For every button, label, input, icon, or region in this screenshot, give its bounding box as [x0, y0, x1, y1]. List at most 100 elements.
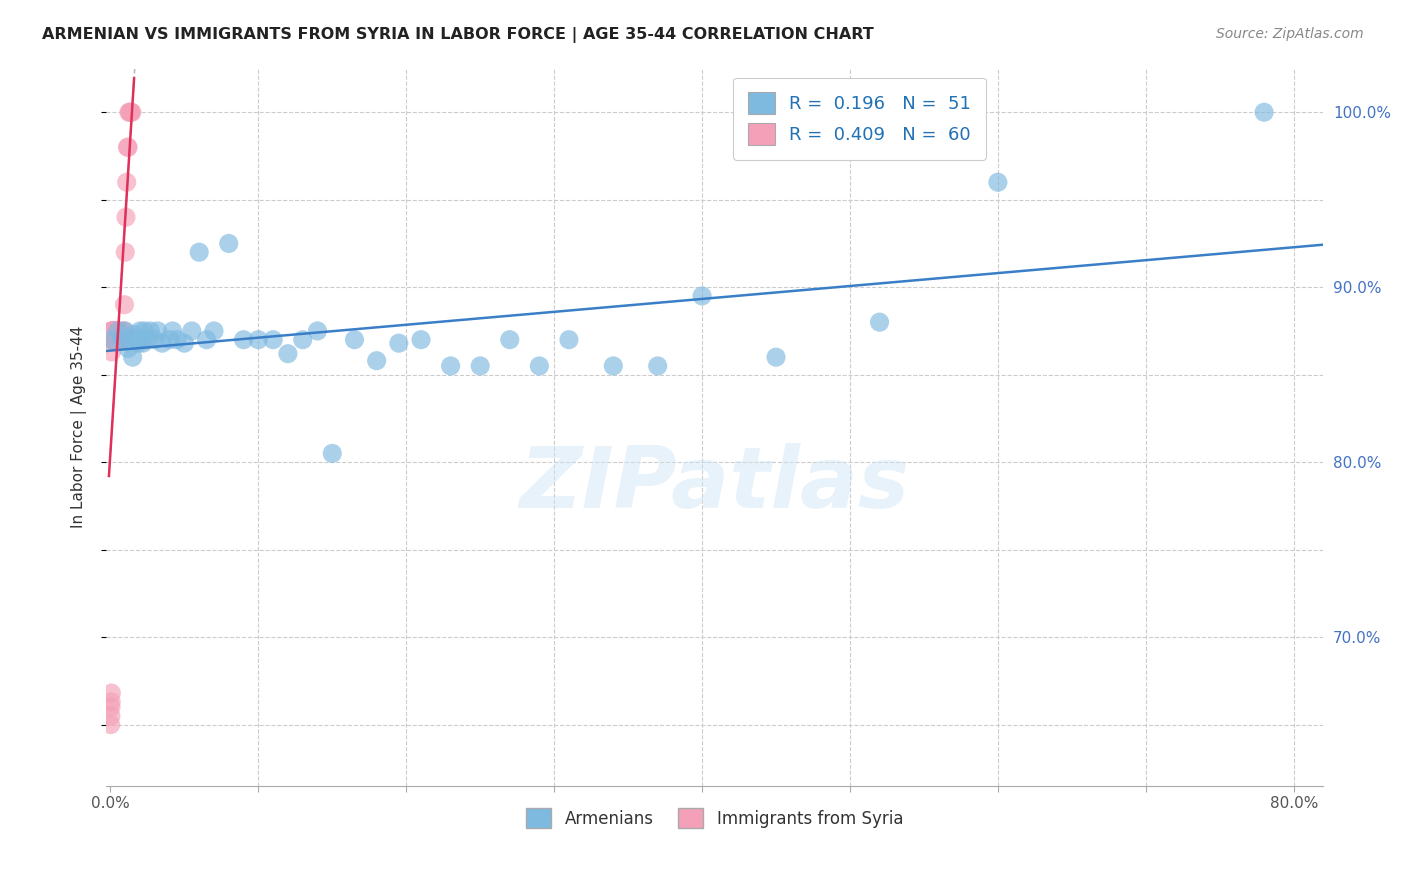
Point — [101, 324, 124, 338]
Point — [139, 324, 162, 338]
Point — [131, 333, 153, 347]
Point — [291, 333, 314, 347]
Point — [117, 140, 139, 154]
Point — [690, 289, 713, 303]
Point — [107, 324, 129, 338]
Point — [104, 324, 127, 338]
Point — [247, 333, 270, 347]
Point — [132, 336, 155, 351]
Point — [100, 333, 122, 347]
Point — [499, 333, 522, 347]
Point — [162, 324, 184, 338]
Point — [100, 345, 122, 359]
Point — [101, 324, 124, 338]
Point — [103, 333, 125, 347]
Point — [150, 336, 173, 351]
Point — [195, 333, 218, 347]
Point — [111, 333, 134, 347]
Point — [111, 333, 134, 347]
Point — [122, 327, 145, 342]
Point — [103, 324, 125, 338]
Point — [128, 336, 150, 351]
Point — [136, 333, 159, 347]
Point — [105, 324, 128, 338]
Point — [100, 708, 122, 723]
Point — [101, 333, 124, 347]
Point — [869, 315, 891, 329]
Point — [111, 324, 134, 338]
Point — [103, 333, 125, 347]
Point — [111, 333, 134, 347]
Point — [100, 686, 122, 700]
Text: ARMENIAN VS IMMIGRANTS FROM SYRIA IN LABOR FORCE | AGE 35-44 CORRELATION CHART: ARMENIAN VS IMMIGRANTS FROM SYRIA IN LAB… — [42, 27, 875, 43]
Point — [114, 324, 136, 338]
Point — [118, 333, 141, 347]
Point — [173, 336, 195, 351]
Point — [120, 105, 142, 120]
Point — [103, 333, 125, 347]
Point — [105, 324, 128, 338]
Point — [118, 105, 141, 120]
Point — [105, 324, 128, 338]
Point — [558, 333, 581, 347]
Point — [343, 333, 366, 347]
Text: Source: ZipAtlas.com: Source: ZipAtlas.com — [1216, 27, 1364, 41]
Point — [159, 333, 181, 347]
Point — [105, 324, 128, 338]
Point — [262, 333, 284, 347]
Point — [117, 140, 139, 154]
Point — [115, 175, 138, 189]
Point — [103, 324, 125, 338]
Point — [100, 695, 122, 709]
Point — [101, 324, 124, 338]
Point — [107, 324, 129, 338]
Point — [100, 700, 122, 714]
Point — [166, 333, 188, 347]
Point — [439, 359, 461, 373]
Point — [120, 105, 142, 120]
Point — [104, 324, 127, 338]
Point — [366, 353, 388, 368]
Point — [765, 350, 787, 364]
Point — [110, 333, 132, 347]
Y-axis label: In Labor Force | Age 35-44: In Labor Force | Age 35-44 — [72, 326, 87, 528]
Text: ZIPatlas: ZIPatlas — [519, 443, 910, 526]
Legend: Armenians, Immigrants from Syria: Armenians, Immigrants from Syria — [519, 801, 910, 835]
Point — [100, 717, 122, 731]
Point — [321, 446, 343, 460]
Point — [307, 324, 329, 338]
Point — [108, 333, 131, 347]
Point — [218, 236, 240, 251]
Point — [987, 175, 1010, 189]
Point — [188, 245, 211, 260]
Point — [105, 324, 128, 338]
Point — [125, 333, 148, 347]
Point — [108, 324, 131, 338]
Point — [104, 324, 127, 338]
Point — [121, 350, 143, 364]
Point — [107, 324, 129, 338]
Point — [104, 324, 127, 338]
Point — [101, 333, 124, 347]
Point — [117, 342, 139, 356]
Point — [602, 359, 624, 373]
Point — [134, 324, 156, 338]
Point — [107, 324, 129, 338]
Point — [114, 245, 136, 260]
Point — [108, 333, 131, 347]
Point — [121, 105, 143, 120]
Point — [101, 324, 124, 338]
Point — [129, 324, 152, 338]
Point — [103, 324, 125, 338]
Point — [146, 324, 169, 338]
Point — [104, 324, 127, 338]
Point — [110, 333, 132, 347]
Point — [409, 333, 432, 347]
Point — [114, 298, 136, 312]
Point — [647, 359, 669, 373]
Point — [115, 211, 138, 225]
Point — [101, 324, 124, 338]
Point — [101, 324, 124, 338]
Point — [103, 324, 125, 338]
Point — [143, 333, 166, 347]
